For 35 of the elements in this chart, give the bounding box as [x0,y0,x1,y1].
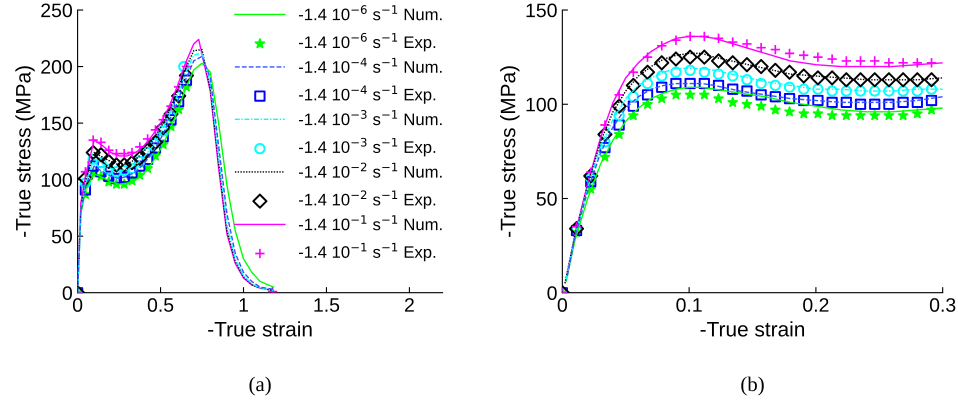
y-axis-title: -True stress (MPa) [500,66,520,237]
legend-label: -1.4 10$^{−2}$ s$^{−1}$ Num. [298,162,442,178]
x-tick-label: 0.1 [676,298,702,312]
x-tick-label: 2 [404,298,414,312]
y-tick-label: 150 [526,3,557,18]
x-tick-label: 0.3 [930,298,956,312]
y-tick-label: 250 [41,3,72,18]
legend-label: -1.4 10$^{−4}$ s$^{−1}$ Exp. [298,85,436,104]
y-tick-label: 50 [536,192,557,206]
x-tick-label: 0 [72,298,82,312]
x-tick-label: 0 [558,298,567,312]
text: (b) [741,376,764,396]
x-axis-title: -True strain [208,321,312,337]
y-tick-label: 0 [62,286,72,300]
legend-label: -1.4 10$^{−1}$ s$^{−1}$ Exp. [298,242,436,262]
text: (a) [249,376,271,396]
y-tick-label: 100 [42,173,72,187]
x-tick-label: 0.5 [148,298,174,312]
x-tick-label: 0.2 [803,298,828,312]
x-tick-label: 1.5 [314,298,340,312]
y-tick-label: 0 [547,286,557,300]
legend-label: -1.4 10$^{−3}$ s$^{−1}$ Exp. [298,138,436,156]
legend-label: -1.4 10$^{−6}$ s$^{−1}$ Num. [298,5,442,20]
legend-label: -1.4 10$^{−3}$ s$^{−1}$ Num. [298,110,442,126]
x-tick-label: 1 [240,298,248,312]
y-tick-label: 150 [42,116,72,130]
x-axis-title: -True strain [700,321,804,337]
y-tick-label: 100 [526,98,557,112]
y-tick-label: 200 [41,60,72,74]
legend-label: -1.4 10$^{−6}$ s$^{−1}$ Exp. [298,32,436,52]
legend-label: -1.4 10$^{−1}$ s$^{−1}$ Num. [298,215,442,230]
y-axis-title: -True stress (MPa) [15,66,35,237]
y-tick-label: 50 [52,230,72,244]
legend-label: -1.4 10$^{−4}$ s$^{−1}$ Num. [298,58,442,73]
legend-label: -1.4 10$^{−2}$ s$^{−1}$ Exp. [298,190,436,209]
